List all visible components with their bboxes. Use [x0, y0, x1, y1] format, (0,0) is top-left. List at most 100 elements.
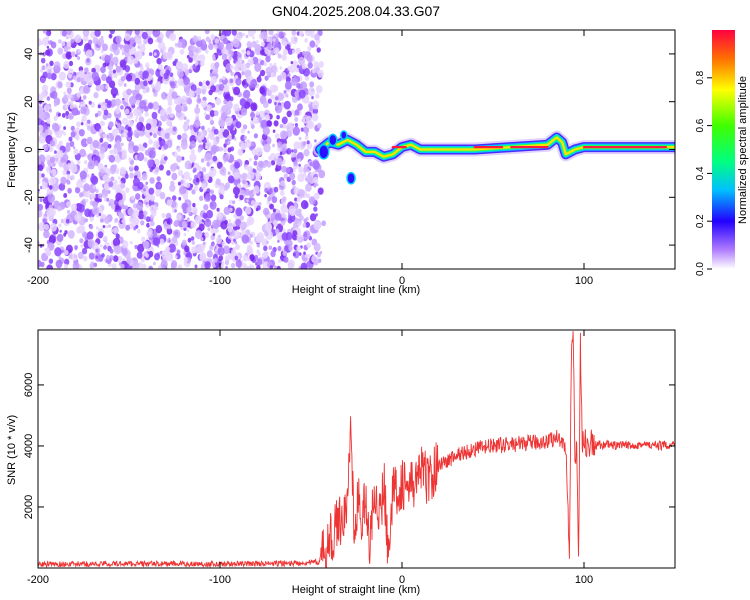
noise-speck — [154, 253, 160, 261]
noise-speck — [138, 116, 145, 123]
noise-speck — [136, 201, 144, 211]
noise-speck — [305, 174, 313, 184]
noise-speck — [188, 57, 193, 63]
noise-speck — [209, 200, 217, 210]
noise-speck — [43, 224, 50, 231]
noise-speck — [121, 204, 126, 210]
noise-speck — [66, 174, 71, 180]
noise-speck — [84, 67, 89, 73]
noise-speck — [165, 51, 173, 61]
noise-speck — [102, 174, 109, 183]
noise-speck — [223, 206, 231, 215]
noise-speck — [74, 213, 82, 223]
noise-speck — [245, 206, 252, 215]
noise-speck — [66, 52, 72, 59]
noise-speck — [243, 135, 247, 140]
noise-speck — [63, 126, 66, 130]
noise-speck — [157, 81, 161, 86]
noise-speck — [152, 101, 160, 111]
noise-speck — [276, 75, 283, 82]
noise-speck — [126, 74, 133, 82]
noise-speck — [270, 213, 277, 220]
noise-speck — [63, 232, 67, 237]
ytick-label: 40 — [23, 48, 35, 60]
noise-speck — [73, 148, 79, 155]
noise-speck — [47, 126, 50, 130]
noise-speck — [229, 199, 233, 204]
noise-speck — [99, 128, 103, 134]
noise-speck — [240, 142, 247, 151]
noise-speck — [270, 71, 275, 78]
noise-speck — [234, 240, 238, 245]
noise-speck — [153, 140, 161, 150]
noise-speck — [222, 129, 230, 138]
noise-speck — [38, 222, 46, 232]
noise-speck — [87, 125, 91, 131]
noise-speck — [219, 146, 223, 152]
noise-speck — [49, 177, 57, 186]
noise-speck — [129, 111, 133, 117]
noise-speck — [313, 258, 319, 266]
noise-speck — [134, 30, 140, 36]
noise-speck — [129, 145, 133, 150]
noise-speck — [111, 204, 116, 210]
noise-speck — [187, 98, 193, 105]
noise-speck — [279, 124, 283, 129]
noise-speck — [90, 175, 99, 185]
noise-speck — [45, 249, 51, 257]
track-blob — [328, 133, 338, 147]
noise-speck — [164, 132, 170, 140]
noise-speck — [297, 188, 305, 198]
noise-speck — [90, 193, 96, 200]
noise-speck — [158, 146, 162, 150]
noise-speck — [300, 200, 309, 210]
noise-speck — [297, 103, 303, 111]
noise-speck — [197, 36, 202, 41]
noise-speck — [134, 244, 138, 250]
noise-speck — [200, 60, 205, 67]
noise-speck — [184, 245, 190, 253]
noise-speck — [170, 30, 175, 34]
noise-speck — [148, 149, 156, 159]
noise-speck — [49, 140, 56, 147]
noise-speck — [171, 195, 177, 202]
noise-speck — [225, 107, 232, 115]
noise-speck — [122, 117, 128, 126]
noise-speck — [57, 47, 64, 55]
noise-speck — [43, 107, 46, 111]
noise-speck — [145, 123, 152, 131]
noise-speck — [118, 212, 122, 216]
noise-speck — [121, 219, 125, 224]
noise-speck — [234, 161, 241, 169]
noise-speck — [203, 112, 207, 116]
noise-speck — [115, 65, 122, 73]
noise-speck — [288, 205, 296, 215]
noise-speck — [142, 240, 150, 250]
noise-speck — [305, 183, 312, 192]
noise-speck — [296, 245, 301, 252]
noise-speck — [282, 41, 288, 47]
noise-speck — [86, 58, 90, 63]
noise-speck — [233, 213, 237, 218]
noise-speck — [306, 168, 310, 173]
noise-speck — [242, 179, 246, 185]
noise-speck — [316, 183, 319, 187]
noise-speck — [276, 265, 281, 269]
noise-speck — [233, 172, 240, 180]
noise-speck — [87, 160, 95, 170]
noise-speck — [270, 250, 276, 258]
noise-speck — [273, 157, 277, 162]
noise-speck — [158, 164, 164, 171]
noise-speck — [282, 32, 286, 37]
noise-speck — [158, 136, 163, 142]
noise-speck — [304, 135, 309, 140]
noise-speck — [150, 195, 156, 202]
noise-speck — [314, 33, 320, 41]
noise-speck — [110, 229, 114, 233]
noise-speck — [277, 93, 284, 101]
noise-speck — [75, 54, 78, 58]
noise-speck — [74, 245, 78, 250]
noise-speck — [88, 100, 92, 105]
noise-speck — [268, 30, 274, 36]
noise-speck — [116, 168, 120, 172]
